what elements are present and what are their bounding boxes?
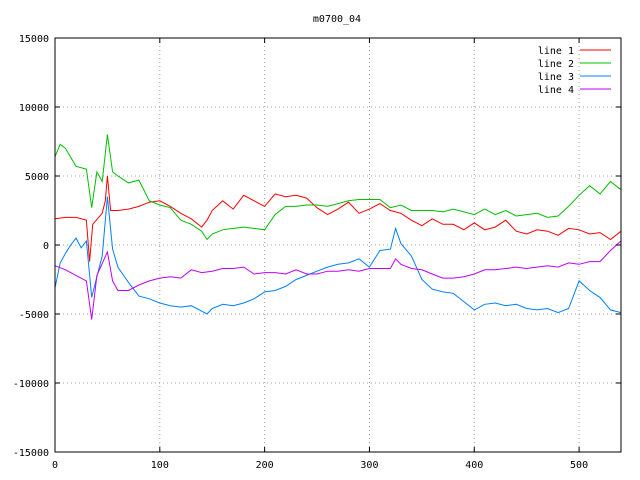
legend-label-2: line 2 (538, 59, 574, 70)
legend: line 1 line 2 line 3 line 4 (538, 46, 611, 96)
series-3-line (54, 196, 622, 315)
x-tick-label: 500 (570, 460, 588, 471)
series-1-line (54, 175, 622, 262)
y-tick-label: -15000 (13, 448, 49, 459)
legend-label-3: line 3 (538, 72, 574, 83)
series-2-line (54, 134, 622, 241)
y-tick-label: 10000 (19, 103, 49, 114)
series-lines (54, 134, 622, 320)
x-tick-label: 100 (151, 460, 169, 471)
y-tick-label: -5000 (19, 310, 49, 321)
series-4-line (54, 240, 622, 320)
y-tick-label: -10000 (13, 379, 49, 390)
y-tick-label: 15000 (19, 34, 49, 45)
x-tick-label: 200 (256, 460, 274, 471)
legend-label-4: line 4 (538, 85, 574, 96)
axis-ticks: 0 100 200 300 400 500 -15000 -10000 -5000 0 5000 10… (13, 34, 621, 471)
x-tick-label: 400 (465, 460, 483, 471)
chart-title: m0700_04 (313, 14, 361, 25)
x-tick-label: 0 (52, 460, 58, 471)
x-tick-label: 300 (360, 460, 378, 471)
y-tick-label: 0 (43, 241, 49, 252)
y-tick-label: 5000 (25, 172, 49, 183)
grid (55, 38, 621, 452)
legend-label-1: line 1 (538, 46, 574, 57)
